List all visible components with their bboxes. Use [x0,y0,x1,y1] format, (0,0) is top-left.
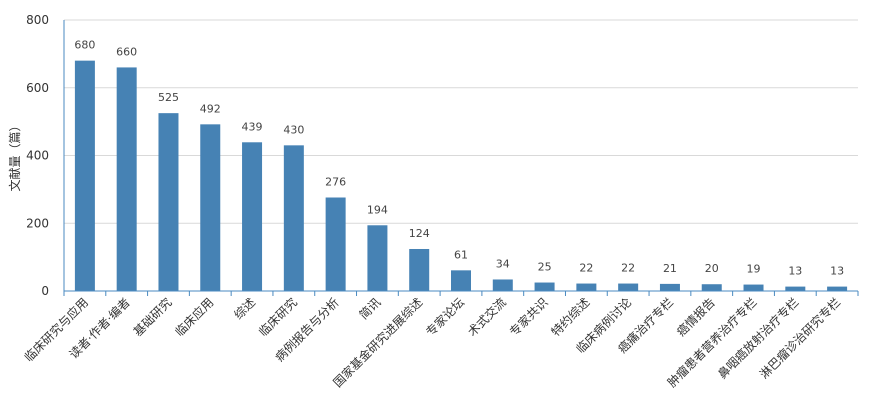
data-label: 13 [830,265,844,278]
bar [785,286,806,291]
bar [618,283,639,291]
bar [325,197,346,291]
data-label: 660 [116,45,137,58]
category-label: 鼻咽癌放射治疗专栏 [714,295,801,382]
category-label: 临床研究 [255,295,300,340]
data-label: 22 [621,262,635,275]
data-label: 61 [454,248,468,261]
data-label: 20 [705,262,719,275]
bar [242,142,263,291]
category-label: 专家共识 [506,295,551,340]
data-label: 34 [496,257,510,270]
value-labels: 680 660 525 492 439 430 276 194 124 61 34 25 22 22 21 2… [74,39,844,278]
category-label: 临床应用 [172,295,217,340]
category-label: 术式交流 [464,295,509,340]
bar [158,113,179,291]
bar [451,270,471,291]
y-tick-label: 800 [26,13,49,27]
bar [576,283,597,291]
y-tick-label: 0 [41,284,49,298]
category-label: 特约综述 [548,295,593,340]
data-label: 13 [788,265,802,278]
category-label: 简讯 [357,295,384,322]
y-tick-label: 600 [26,81,49,95]
data-label: 25 [538,261,552,274]
bar [283,145,304,291]
bar [701,284,722,291]
bar [200,124,221,292]
data-label: 19 [747,263,761,276]
data-label: 276 [325,176,346,189]
x-axis-ticks [63,291,859,296]
y-tick-label: 200 [26,216,49,230]
data-label: 22 [579,262,593,275]
data-label: 124 [409,227,430,240]
data-label: 525 [158,91,179,104]
category-label: 专家论坛 [423,295,468,340]
category-label: 综述 [231,295,258,322]
category-label: 基础研究 [130,295,175,340]
bar [492,279,513,291]
bar [409,248,430,291]
bar [827,286,848,291]
category-label: 淋巴瘤诊治研究专栏 [756,295,843,382]
bar [534,282,555,291]
bars [74,60,848,292]
y-axis-ticks: 0 200 400 600 800 [26,13,49,298]
y-axis-title: 文献量（篇） [7,119,22,191]
category-label: 癌情报告 [673,295,718,340]
data-label: 21 [663,262,677,275]
data-label: 680 [74,39,95,52]
gridlines [64,19,858,224]
bar [116,67,137,291]
bar [367,225,388,291]
data-label: 439 [242,120,263,133]
data-label: 492 [200,102,221,115]
bar [659,283,680,291]
bar [74,60,95,292]
bar [743,284,764,291]
y-tick-label: 400 [26,149,49,163]
data-label: 430 [283,123,304,136]
data-label: 194 [367,203,388,216]
